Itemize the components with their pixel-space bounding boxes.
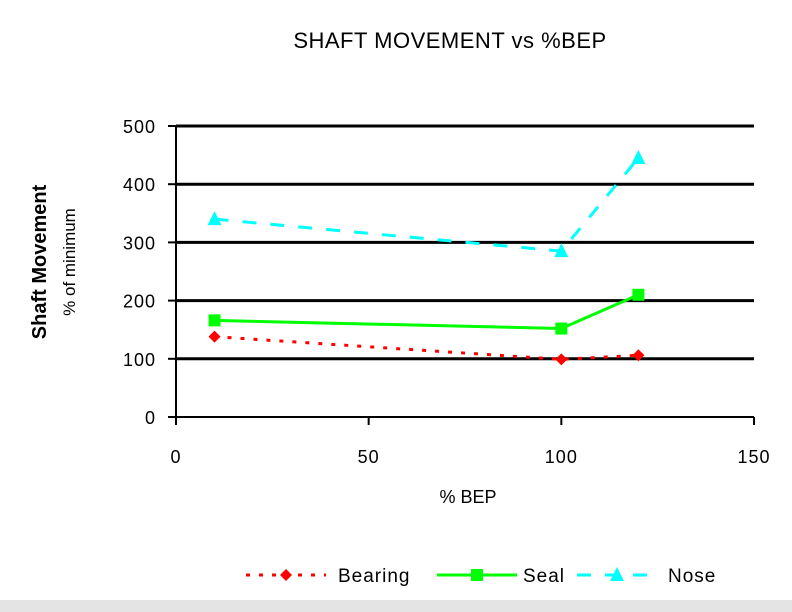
axes [168, 125, 755, 425]
x-axis-label: % BEP [439, 487, 496, 507]
legend-label-seal: Seal [523, 566, 565, 587]
legend-marker-seal [471, 569, 483, 581]
y-tick-label: 300 [123, 233, 156, 253]
y-tick-label: 400 [123, 175, 156, 195]
data-point-bearing [208, 330, 221, 343]
gridlines [176, 124, 754, 361]
legend-marker-bearing [280, 569, 292, 581]
chart-title: SHAFT MOVEMENT vs %BEP [293, 28, 606, 53]
legend-item-bearing: Bearing [246, 566, 411, 587]
x-tick-label: 0 [170, 447, 181, 467]
data-point-bearing [555, 353, 568, 366]
data-point-nose [554, 243, 569, 258]
series-layer [207, 150, 646, 366]
y-tick-label: 100 [123, 350, 156, 370]
legend-label-nose: Nose [668, 566, 716, 587]
y-tick-label: 500 [123, 117, 156, 137]
x-tick-label: 100 [545, 447, 578, 467]
data-point-seal [208, 314, 221, 327]
legend-item-seal: Seal [437, 566, 565, 587]
series-line-bearing [214, 335, 639, 361]
y-axis-sublabel: % of minimum [60, 208, 79, 316]
footer-strip [0, 600, 792, 612]
y-tick-label: 200 [123, 292, 156, 312]
series-bearing [208, 330, 645, 366]
legend-marker-nose [610, 567, 624, 581]
series-seal [208, 288, 645, 335]
y-axis-label: Shaft Movement [29, 184, 51, 339]
series-nose [207, 150, 646, 258]
x-tick-label: 150 [737, 447, 770, 467]
y-tick-label: 0 [145, 408, 156, 428]
x-tick-labels: 0 50 100 150 [170, 447, 770, 467]
legend-item-nose: Nose [577, 566, 716, 587]
data-point-seal [632, 288, 645, 301]
data-point-bearing [632, 349, 645, 362]
legend-label-bearing: Bearing [338, 566, 411, 587]
x-tick-label: 50 [358, 447, 380, 467]
series-line-nose [214, 157, 640, 253]
data-point-seal [555, 322, 568, 335]
data-point-nose [631, 150, 646, 165]
legend: Bearing Seal Nose [246, 566, 716, 587]
y-tick-labels: 0 100 200 300 400 500 [123, 117, 156, 428]
data-point-nose [207, 211, 222, 226]
